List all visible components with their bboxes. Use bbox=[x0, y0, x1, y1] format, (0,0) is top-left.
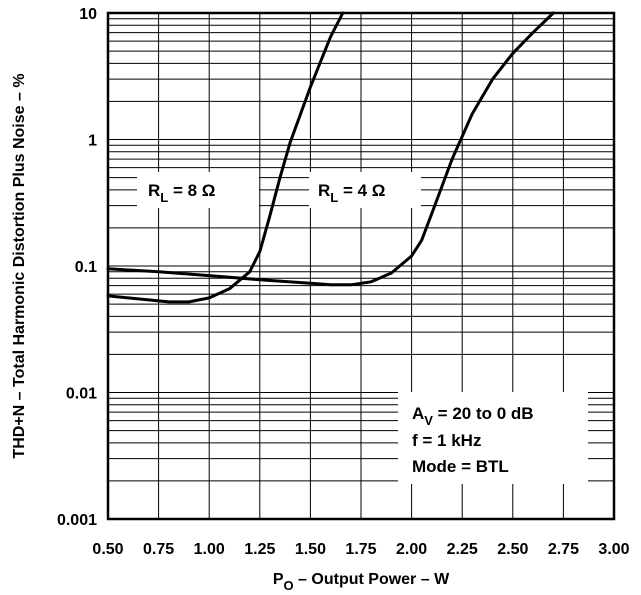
x-tick-label-2: 1.00 bbox=[194, 541, 225, 558]
x-tick-label-6: 2.00 bbox=[396, 541, 427, 558]
conditions-mode: Mode = BTL bbox=[412, 457, 509, 476]
y-tick-label-3: 1 bbox=[88, 133, 97, 150]
y-tick-label-4: 10 bbox=[79, 6, 97, 23]
series-group bbox=[106, 11, 555, 304]
x-tick-labels: 0.50 0.75 1.00 1.25 1.50 1.75 2.00 2.25 2.50 2.75… bbox=[92, 541, 629, 558]
series-label-8ohm: RL = 8 Ω bbox=[148, 181, 215, 205]
x-tick-label-0: 0.50 bbox=[92, 541, 123, 558]
series-label-box-8ohm bbox=[137, 172, 259, 208]
x-tick-label-1: 0.75 bbox=[143, 541, 174, 558]
x-tick-label-8: 2.50 bbox=[497, 541, 528, 558]
series-line-1 bbox=[106, 11, 555, 287]
y-tick-label-0: 0.001 bbox=[57, 512, 97, 529]
series-label-box-4ohm bbox=[309, 172, 421, 208]
x-axis-label: PO – Output Power – W bbox=[273, 571, 450, 593]
conditions-frequency: f = 1 kHz bbox=[412, 431, 481, 450]
x-tick-label-7: 2.25 bbox=[447, 541, 478, 558]
y-tick-labels: 0.001 0.01 0.1 1 10 bbox=[57, 6, 97, 529]
series-label-4ohm: RL = 4 Ω bbox=[318, 181, 385, 205]
x-tick-label-4: 1.50 bbox=[295, 541, 326, 558]
x-tick-label-3: 1.25 bbox=[244, 541, 275, 558]
y-tick-label-2: 0.1 bbox=[75, 259, 97, 276]
plot-frame bbox=[106, 11, 616, 521]
conditions-gain: AV = 20 to 0 dB bbox=[412, 404, 534, 428]
series-line-0 bbox=[106, 11, 345, 304]
conditions-box bbox=[398, 392, 588, 484]
x-tick-label-9: 2.75 bbox=[548, 541, 579, 558]
y-tick-label-1: 0.01 bbox=[66, 386, 97, 403]
y-axis-label: THD+N – Total Harmonic Distortion Plus N… bbox=[11, 73, 28, 458]
x-tick-label-5: 1.75 bbox=[345, 541, 376, 558]
x-tick-label-10: 3.00 bbox=[598, 541, 629, 558]
